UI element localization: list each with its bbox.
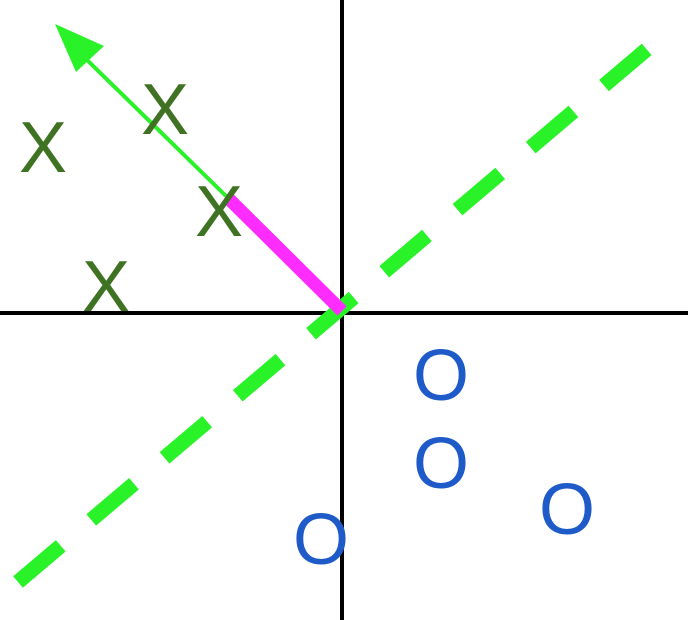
x-point-4: X [82,247,130,327]
x-point-2: X [19,108,67,188]
normal-vector-shaft [83,56,228,198]
o-point-3: O [539,470,595,550]
projection-segment [223,193,347,316]
x-point-1: X [141,70,189,150]
o-point-2: O [413,424,469,504]
o-point-1: O [413,336,469,416]
class-o-points: O O O O [293,336,595,580]
x-point-3: X [195,172,243,252]
arrow-icon [55,24,104,72]
class-x-points: X X X X [19,70,243,327]
o-point-4: O [293,500,349,580]
